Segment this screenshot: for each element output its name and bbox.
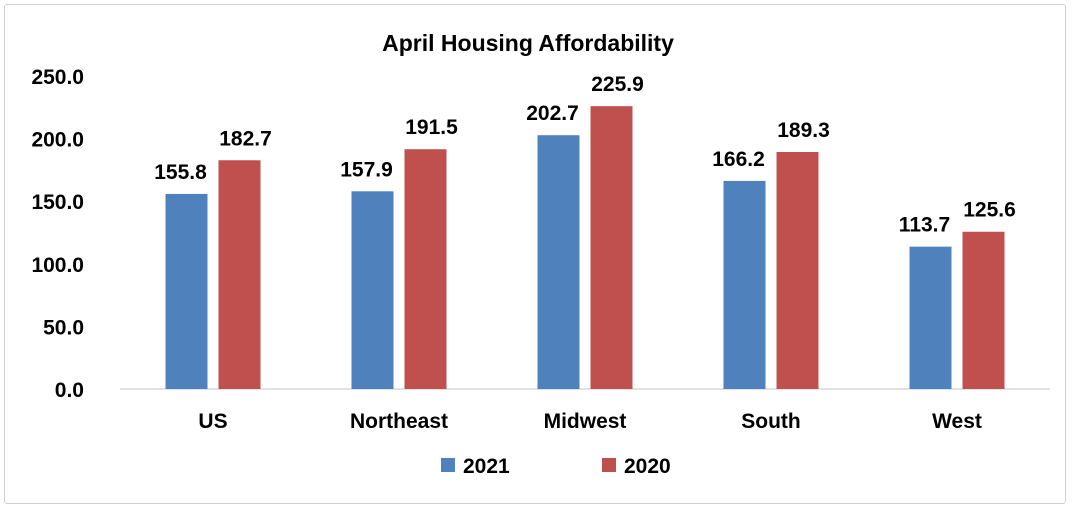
y-tick-label: 100.0 xyxy=(31,254,84,277)
data-label: 166.2 xyxy=(712,148,765,171)
legend: 2021 2020 xyxy=(441,455,671,478)
chart-title: April Housing Affordability xyxy=(382,30,674,56)
x-tick-label: Midwest xyxy=(544,410,627,433)
bar-2021-northeast xyxy=(351,191,394,389)
data-label: 189.3 xyxy=(777,119,830,142)
data-label: 225.9 xyxy=(591,73,644,96)
bar-2020-midwest xyxy=(590,106,633,389)
data-label: 191.5 xyxy=(405,116,458,139)
legend-label: 2021 xyxy=(463,455,510,478)
data-label: 155.8 xyxy=(154,161,207,184)
bar-2021-south xyxy=(723,180,766,389)
bar-2021-west xyxy=(909,246,952,389)
legend-swatch-2021 xyxy=(441,458,455,472)
y-axis: 0.0 50.0 100.0 150.0 200.0 250.0 xyxy=(31,66,84,402)
data-label: 125.6 xyxy=(963,199,1016,222)
data-label: 157.9 xyxy=(340,158,393,181)
bar-2020-us xyxy=(218,160,261,389)
y-tick-label: 50.0 xyxy=(43,316,84,339)
bar-2021-midwest xyxy=(537,135,580,389)
x-tick-label: South xyxy=(741,410,800,433)
data-label: 202.7 xyxy=(526,102,579,125)
x-tick-label: US xyxy=(198,410,227,433)
legend-swatch-2020 xyxy=(602,458,616,472)
bar-2020-northeast xyxy=(404,149,447,389)
data-label: 182.7 xyxy=(219,127,272,150)
bar-2020-west xyxy=(962,231,1005,389)
y-tick-label: 200.0 xyxy=(31,129,84,152)
y-tick-label: 150.0 xyxy=(31,191,84,214)
bars xyxy=(165,106,1005,389)
data-label: 113.7 xyxy=(899,214,950,237)
bar-2021-us xyxy=(165,193,208,389)
x-tick-label: Northeast xyxy=(350,410,448,433)
data-labels: 155.8 182.7 157.9 191.5 202.7 225.9 166.2 189.3… xyxy=(154,73,1016,236)
x-tick-label: West xyxy=(932,410,982,433)
bar-2020-south xyxy=(776,151,819,389)
x-axis: US Northeast Midwest South West xyxy=(198,410,981,433)
y-tick-label: 250.0 xyxy=(31,66,84,89)
legend-label: 2020 xyxy=(624,455,671,478)
y-tick-label: 0.0 xyxy=(55,379,84,402)
